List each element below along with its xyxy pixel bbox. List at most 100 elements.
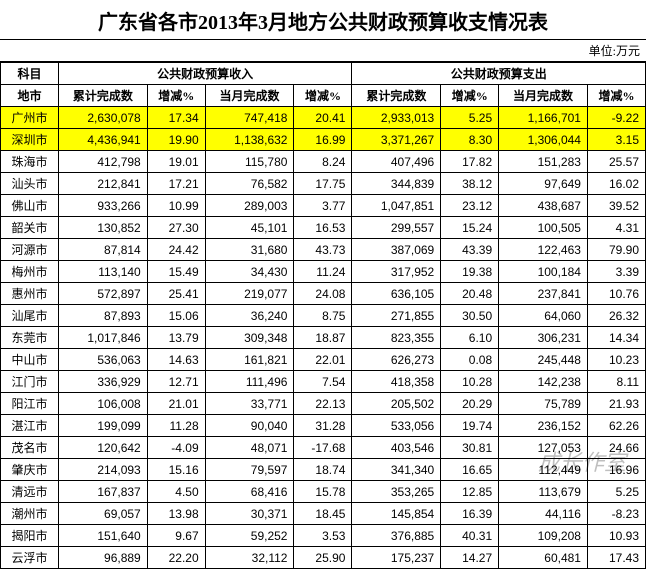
- value-cell: 336,929: [58, 371, 147, 393]
- value-cell: 2,630,078: [58, 107, 147, 129]
- value-cell: 536,063: [58, 349, 147, 371]
- value-cell: 626,273: [352, 349, 441, 371]
- value-cell: 7.54: [294, 371, 352, 393]
- value-cell: 3.77: [294, 195, 352, 217]
- value-cell: 25.41: [147, 283, 205, 305]
- value-cell: 25.57: [587, 151, 645, 173]
- value-cell: 106,008: [58, 393, 147, 415]
- value-cell: 30.81: [441, 437, 499, 459]
- value-cell: 22.01: [294, 349, 352, 371]
- header-income-group: 公共财政预算收入: [58, 63, 352, 85]
- value-cell: 15.49: [147, 261, 205, 283]
- value-cell: 9.67: [147, 525, 205, 547]
- value-cell: 214,093: [58, 459, 147, 481]
- value-cell: 341,340: [352, 459, 441, 481]
- table-row: 阳江市106,00821.0133,77122.13205,50220.2975…: [1, 393, 646, 415]
- value-cell: 48,071: [205, 437, 294, 459]
- header-pct2: 增减%: [294, 85, 352, 107]
- value-cell: 1,017,846: [58, 327, 147, 349]
- value-cell: 21.93: [587, 393, 645, 415]
- value-cell: 113,140: [58, 261, 147, 283]
- city-cell: 惠州市: [1, 283, 59, 305]
- value-cell: 14.34: [587, 327, 645, 349]
- value-cell: 219,077: [205, 283, 294, 305]
- value-cell: 22.20: [147, 547, 205, 569]
- value-cell: 17.34: [147, 107, 205, 129]
- value-cell: 412,798: [58, 151, 147, 173]
- value-cell: 19.90: [147, 129, 205, 151]
- page-title: 广东省各市2013年3月地方公共财政预算收支情况表: [0, 0, 646, 40]
- table-row: 汕头市212,84117.2176,58217.75344,83938.1297…: [1, 173, 646, 195]
- city-cell: 江门市: [1, 371, 59, 393]
- value-cell: 69,057: [58, 503, 147, 525]
- value-cell: 109,208: [499, 525, 588, 547]
- value-cell: 16.02: [587, 173, 645, 195]
- value-cell: 40.31: [441, 525, 499, 547]
- table-row: 茂名市120,642-4.0948,071-17.68403,54630.811…: [1, 437, 646, 459]
- header-pct1: 增减%: [147, 85, 205, 107]
- value-cell: 111,496: [205, 371, 294, 393]
- value-cell: 59,252: [205, 525, 294, 547]
- city-cell: 湛江市: [1, 415, 59, 437]
- value-cell: 16.39: [441, 503, 499, 525]
- value-cell: 100,184: [499, 261, 588, 283]
- value-cell: 933,266: [58, 195, 147, 217]
- city-cell: 佛山市: [1, 195, 59, 217]
- value-cell: 4.31: [587, 217, 645, 239]
- value-cell: 289,003: [205, 195, 294, 217]
- city-cell: 韶关市: [1, 217, 59, 239]
- value-cell: 2,933,013: [352, 107, 441, 129]
- city-cell: 肇庆市: [1, 459, 59, 481]
- value-cell: 271,855: [352, 305, 441, 327]
- value-cell: 17.21: [147, 173, 205, 195]
- value-cell: 236,152: [499, 415, 588, 437]
- value-cell: 10.28: [441, 371, 499, 393]
- value-cell: 44,116: [499, 503, 588, 525]
- city-cell: 珠海市: [1, 151, 59, 173]
- table-row: 河源市87,81424.4231,68043.73387,06943.39122…: [1, 239, 646, 261]
- value-cell: 747,418: [205, 107, 294, 129]
- budget-table: 科目 公共财政预算收入 公共财政预算支出 地市 累计完成数 增减% 当月完成数 …: [0, 62, 646, 569]
- value-cell: 13.79: [147, 327, 205, 349]
- value-cell: 299,557: [352, 217, 441, 239]
- value-cell: -8.23: [587, 503, 645, 525]
- value-cell: 8.30: [441, 129, 499, 151]
- value-cell: 15.24: [441, 217, 499, 239]
- value-cell: 100,505: [499, 217, 588, 239]
- value-cell: 24.66: [587, 437, 645, 459]
- header-expense-group: 公共财政预算支出: [352, 63, 646, 85]
- table-row: 清远市167,8374.5068,41615.78353,26512.85113…: [1, 481, 646, 503]
- value-cell: 34,430: [205, 261, 294, 283]
- city-cell: 广州市: [1, 107, 59, 129]
- header-cum-total-out: 累计完成数: [352, 85, 441, 107]
- value-cell: 43.73: [294, 239, 352, 261]
- value-cell: 15.06: [147, 305, 205, 327]
- table-row: 韶关市130,85227.3045,10116.53299,55715.2410…: [1, 217, 646, 239]
- value-cell: 27.30: [147, 217, 205, 239]
- value-cell: 30.50: [441, 305, 499, 327]
- table-row: 珠海市412,79819.01115,7808.24407,49617.8215…: [1, 151, 646, 173]
- value-cell: 17.75: [294, 173, 352, 195]
- value-cell: 175,237: [352, 547, 441, 569]
- value-cell: 3.53: [294, 525, 352, 547]
- value-cell: 64,060: [499, 305, 588, 327]
- value-cell: 237,841: [499, 283, 588, 305]
- header-subject: 科目: [1, 63, 59, 85]
- value-cell: 309,348: [205, 327, 294, 349]
- value-cell: 317,952: [352, 261, 441, 283]
- value-cell: 18.87: [294, 327, 352, 349]
- value-cell: 96,889: [58, 547, 147, 569]
- value-cell: 161,821: [205, 349, 294, 371]
- value-cell: -4.09: [147, 437, 205, 459]
- value-cell: 79,597: [205, 459, 294, 481]
- value-cell: 403,546: [352, 437, 441, 459]
- value-cell: 438,687: [499, 195, 588, 217]
- value-cell: 115,780: [205, 151, 294, 173]
- value-cell: 24.08: [294, 283, 352, 305]
- table-row: 湛江市199,09911.2890,04031.28533,05619.7423…: [1, 415, 646, 437]
- table-row: 揭阳市151,6409.6759,2523.53376,88540.31109,…: [1, 525, 646, 547]
- table-row: 梅州市113,14015.4934,43011.24317,95219.3810…: [1, 261, 646, 283]
- value-cell: 3.15: [587, 129, 645, 151]
- value-cell: 122,463: [499, 239, 588, 261]
- value-cell: 39.52: [587, 195, 645, 217]
